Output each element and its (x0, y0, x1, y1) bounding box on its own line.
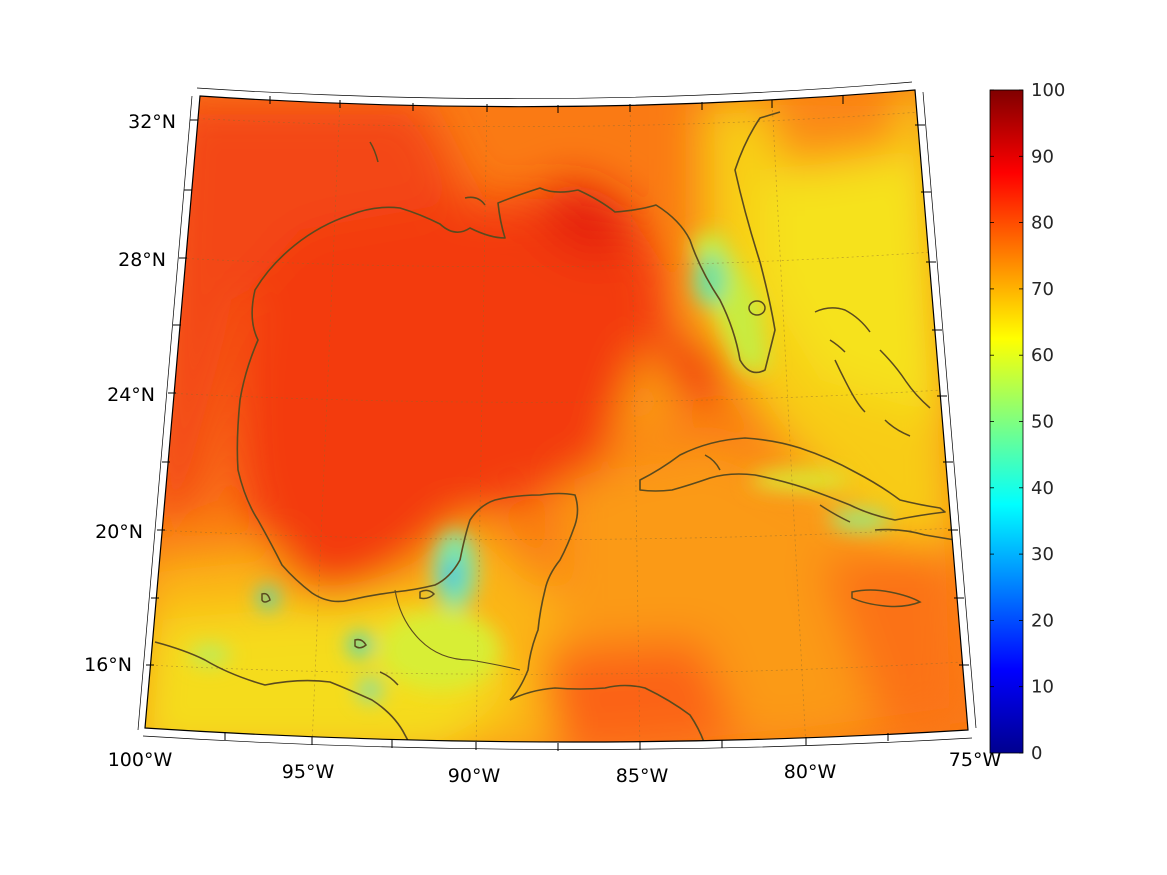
lat-tick-label: 24°N (107, 384, 155, 406)
colorbar-tick-label: 100 (1031, 80, 1065, 101)
colorbar-tick-label: 50 (1031, 412, 1054, 433)
lon-tick-labels: 100°W 95°W 90°W 85°W 80°W 75°W (108, 749, 1002, 787)
colorbar-gradient (989, 89, 1024, 754)
lat-tick-label: 16°N (84, 654, 132, 676)
colorbar-tick-label: 20 (1031, 610, 1054, 631)
lat-tick-label: 28°N (118, 249, 166, 271)
colorbar-tick-label: 80 (1031, 213, 1054, 234)
graticule (145, 99, 963, 743)
lon-tick-label: 75°W (949, 749, 1002, 771)
coastlines (154, 111, 956, 743)
colorbar-tick-label: 60 (1031, 345, 1054, 366)
colorbar-tick-label: 40 (1031, 478, 1054, 499)
lon-tick-label: 85°W (616, 765, 669, 787)
colorbar-tick-label: 30 (1031, 544, 1054, 565)
colorbar-tick-label: 90 (1031, 146, 1054, 167)
lon-tick-label: 80°W (784, 761, 837, 783)
colorbar-tick-label: 70 (1031, 279, 1054, 300)
humidity-field (145, 90, 968, 743)
lat-tick-label: 20°N (95, 521, 143, 543)
colorbar-tick-label: 10 (1031, 677, 1054, 698)
lat-tick-label: 32°N (128, 111, 176, 133)
lon-tick-label: 100°W (108, 749, 173, 771)
lon-tick-label: 95°W (282, 761, 335, 783)
lon-tick-label: 90°W (448, 765, 501, 787)
lat-tick-labels: 32°N 28°N 24°N 20°N 16°N (84, 111, 176, 676)
map-frame (137, 81, 977, 751)
colorbar-tick-label: 0 (1031, 743, 1042, 764)
